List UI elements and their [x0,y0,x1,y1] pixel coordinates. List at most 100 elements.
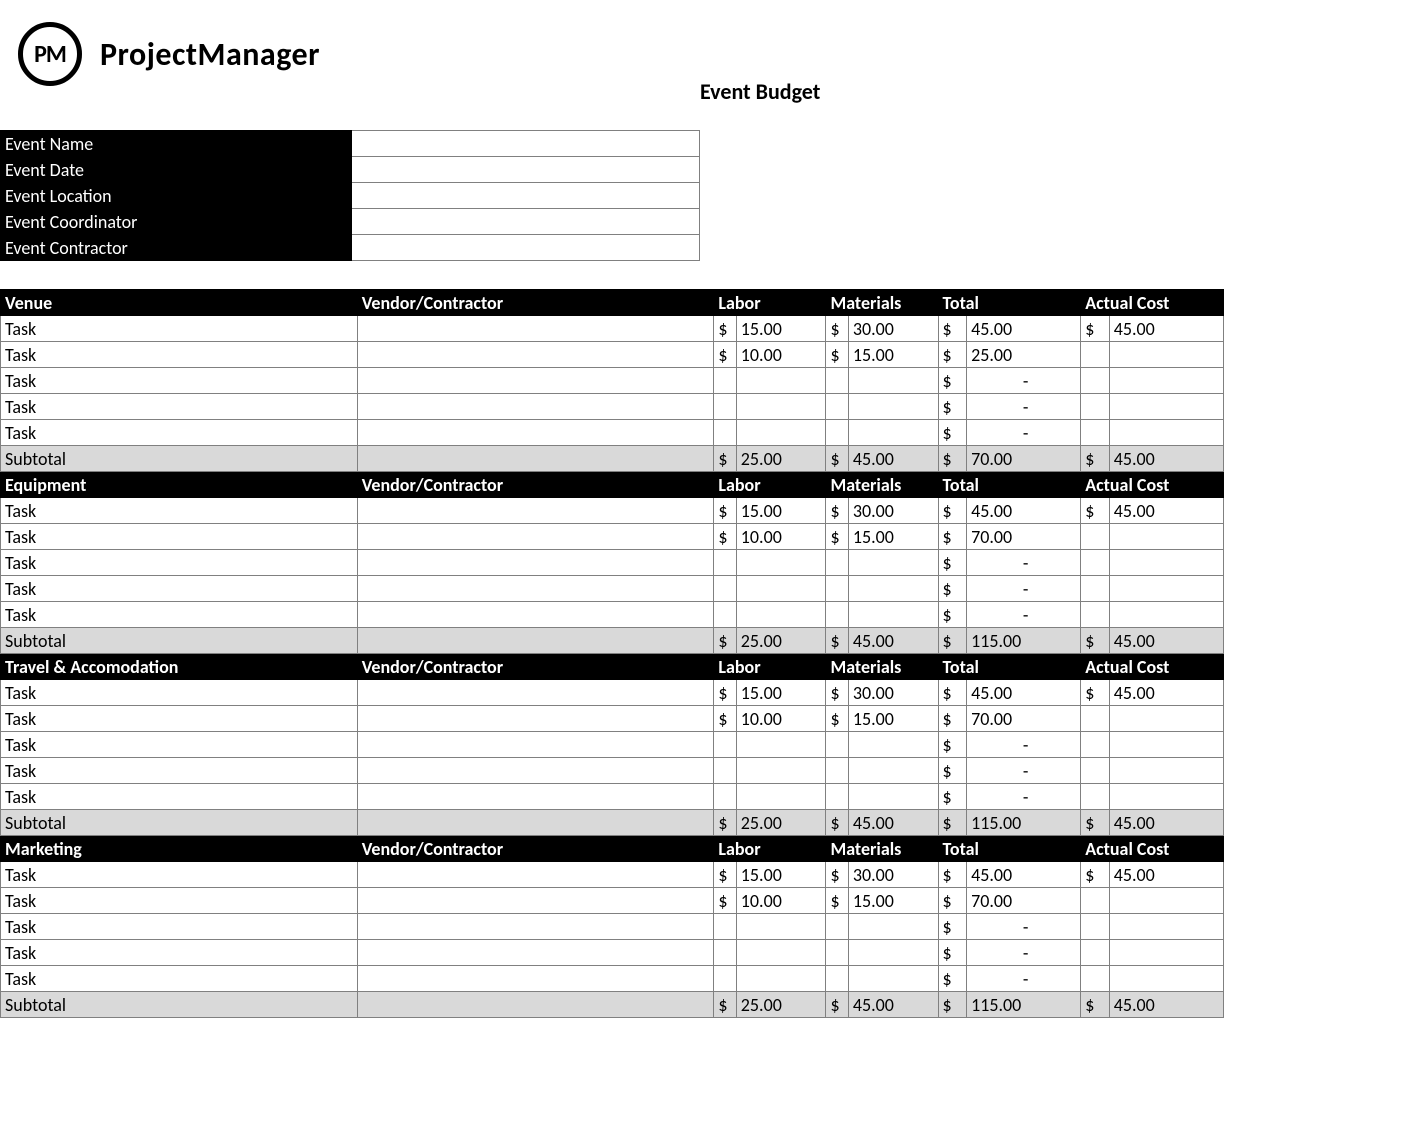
actual-cell[interactable]: 45.00 [1109,680,1223,706]
vendor-cell[interactable] [357,602,714,628]
materials-cell[interactable]: 15.00 [848,706,938,732]
task-cell[interactable]: Task [1,498,358,524]
task-cell[interactable]: Task [1,706,358,732]
actual-cell[interactable]: 45.00 [1109,316,1223,342]
task-cell[interactable]: Task [1,862,358,888]
vendor-cell[interactable] [357,316,714,342]
vendor-cell[interactable] [357,342,714,368]
vendor-cell[interactable] [357,784,714,810]
actual-cell[interactable] [1109,966,1223,992]
actual-cell[interactable] [1109,940,1223,966]
labor-cell[interactable] [736,940,826,966]
materials-cell[interactable] [848,368,938,394]
task-cell[interactable]: Task [1,524,358,550]
task-cell[interactable]: Task [1,888,358,914]
vendor-cell[interactable] [357,966,714,992]
actual-cell[interactable] [1109,784,1223,810]
materials-cell[interactable]: 30.00 [848,316,938,342]
vendor-cell[interactable] [357,862,714,888]
materials-cell[interactable]: 15.00 [848,888,938,914]
labor-cell[interactable] [736,602,826,628]
labor-cell[interactable] [736,394,826,420]
labor-cell[interactable] [736,784,826,810]
labor-cell[interactable]: 15.00 [736,316,826,342]
meta-value-cell[interactable] [351,131,699,157]
meta-value-cell[interactable] [351,209,699,235]
meta-value-cell[interactable] [351,183,699,209]
materials-cell[interactable] [848,914,938,940]
vendor-cell[interactable] [357,914,714,940]
materials-cell[interactable] [848,784,938,810]
meta-value-cell[interactable] [351,235,699,261]
materials-cell[interactable] [848,420,938,446]
actual-cell[interactable] [1109,758,1223,784]
task-cell[interactable]: Task [1,784,358,810]
labor-cell[interactable] [736,550,826,576]
vendor-cell[interactable] [357,550,714,576]
vendor-cell[interactable] [357,732,714,758]
task-cell[interactable]: Task [1,940,358,966]
vendor-cell[interactable] [357,576,714,602]
vendor-cell[interactable] [357,524,714,550]
materials-cell[interactable] [848,732,938,758]
materials-cell[interactable] [848,940,938,966]
task-cell[interactable]: Task [1,602,358,628]
materials-cell[interactable]: 30.00 [848,498,938,524]
materials-cell[interactable] [848,758,938,784]
vendor-cell[interactable] [357,368,714,394]
labor-cell[interactable] [736,732,826,758]
labor-cell[interactable] [736,420,826,446]
task-cell[interactable]: Task [1,576,358,602]
vendor-cell[interactable] [357,394,714,420]
labor-cell[interactable]: 15.00 [736,862,826,888]
vendor-cell[interactable] [357,498,714,524]
materials-cell[interactable] [848,550,938,576]
labor-cell[interactable]: 15.00 [736,680,826,706]
task-cell[interactable]: Task [1,914,358,940]
task-cell[interactable]: Task [1,368,358,394]
materials-cell[interactable]: 30.00 [848,862,938,888]
actual-cell[interactable] [1109,602,1223,628]
vendor-cell[interactable] [357,420,714,446]
actual-cell[interactable] [1109,368,1223,394]
task-cell[interactable]: Task [1,420,358,446]
actual-cell[interactable] [1109,524,1223,550]
labor-cell[interactable] [736,758,826,784]
labor-cell[interactable] [736,966,826,992]
task-cell[interactable]: Task [1,394,358,420]
task-cell[interactable]: Task [1,732,358,758]
labor-cell[interactable] [736,576,826,602]
vendor-cell[interactable] [357,706,714,732]
actual-cell[interactable] [1109,914,1223,940]
materials-cell[interactable]: 15.00 [848,524,938,550]
materials-cell[interactable]: 15.00 [848,342,938,368]
labor-cell[interactable] [736,368,826,394]
labor-cell[interactable]: 10.00 [736,342,826,368]
actual-cell[interactable] [1109,394,1223,420]
materials-cell[interactable] [848,576,938,602]
task-cell[interactable]: Task [1,550,358,576]
vendor-cell[interactable] [357,758,714,784]
task-cell[interactable]: Task [1,316,358,342]
materials-cell[interactable] [848,966,938,992]
actual-cell[interactable] [1109,888,1223,914]
labor-cell[interactable]: 10.00 [736,706,826,732]
labor-cell[interactable]: 10.00 [736,888,826,914]
actual-cell[interactable] [1109,732,1223,758]
actual-cell[interactable] [1109,420,1223,446]
task-cell[interactable]: Task [1,342,358,368]
meta-value-cell[interactable] [351,157,699,183]
task-cell[interactable]: Task [1,966,358,992]
materials-cell[interactable] [848,602,938,628]
materials-cell[interactable] [848,394,938,420]
vendor-cell[interactable] [357,940,714,966]
actual-cell[interactable]: 45.00 [1109,498,1223,524]
labor-cell[interactable]: 10.00 [736,524,826,550]
actual-cell[interactable] [1109,342,1223,368]
labor-cell[interactable] [736,914,826,940]
vendor-cell[interactable] [357,680,714,706]
task-cell[interactable]: Task [1,758,358,784]
materials-cell[interactable]: 30.00 [848,680,938,706]
actual-cell[interactable]: 45.00 [1109,862,1223,888]
actual-cell[interactable] [1109,550,1223,576]
